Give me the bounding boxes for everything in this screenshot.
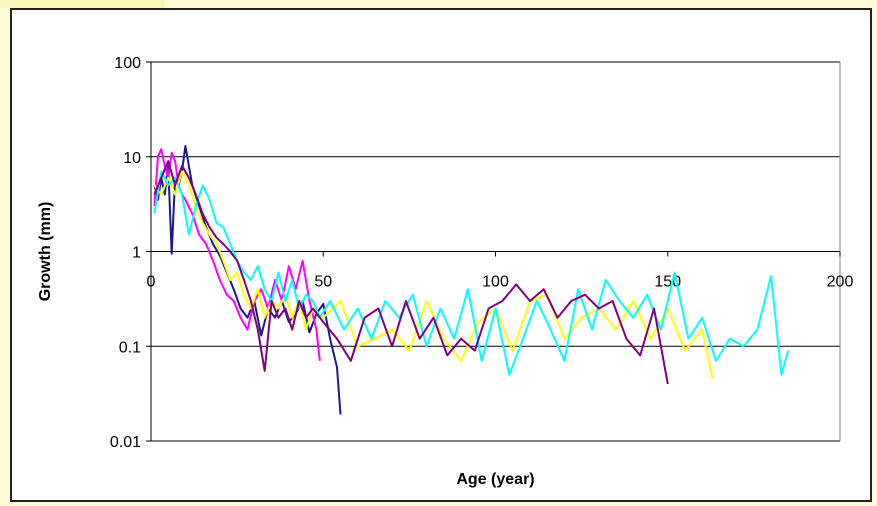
series-line-3	[153, 170, 714, 380]
x-tick-label: 200	[827, 274, 854, 291]
line-chart: 0 50 100 150 200 100 10 1 0.1 0.01 Age (year) Gr…	[37, 55, 854, 488]
series-group	[153, 145, 790, 415]
series-line-4	[153, 170, 790, 376]
x-tick-label: 100	[482, 274, 509, 291]
x-tick-label: 50	[314, 274, 332, 291]
y-tick-label: 0.1	[119, 339, 141, 356]
axes	[146, 61, 841, 442]
series-line-1	[153, 145, 342, 415]
y-tick-label: 0.01	[110, 434, 141, 451]
y-tick-label: 10	[123, 150, 141, 167]
y-tick-label: 1	[132, 245, 141, 262]
x-tick-label: 150	[654, 274, 681, 291]
y-tick-label: 100	[114, 55, 141, 72]
y-axis-label: Growth (mm)	[37, 202, 54, 302]
background-corner	[0, 0, 165, 8]
chart-frame: 0 50 100 150 200 100 10 1 0.1 0.01 Age (year) Gr…	[10, 8, 872, 502]
y-tick-labels: 100 10 1 0.1 0.01	[110, 55, 141, 451]
x-tick-label: 0	[147, 274, 156, 291]
series-line-5	[153, 160, 669, 385]
x-tick-labels: 0 50 100 150 200	[147, 274, 854, 291]
series-line-2	[153, 148, 321, 362]
x-axis-label: Age (year)	[456, 471, 534, 488]
